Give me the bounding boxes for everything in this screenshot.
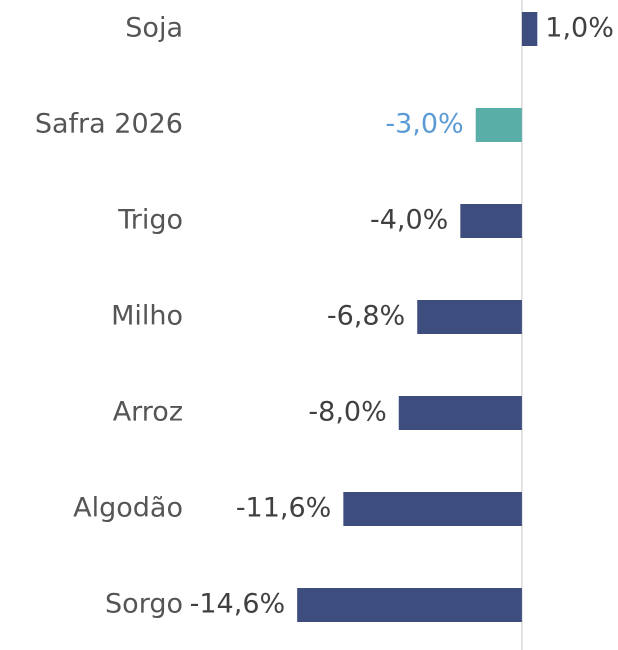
bar xyxy=(475,108,522,142)
category-label: Arroz xyxy=(113,397,183,428)
bar xyxy=(460,204,522,238)
bar xyxy=(417,300,522,334)
bar xyxy=(343,492,522,526)
bar xyxy=(521,12,538,46)
category-label: Algodão xyxy=(73,493,183,524)
value-label: -8,0% xyxy=(308,397,386,428)
value-label: -11,6% xyxy=(236,493,332,524)
value-label: 1,0% xyxy=(545,13,614,44)
category-label: Trigo xyxy=(117,205,183,236)
bar xyxy=(398,396,522,430)
category-label: Sorgo xyxy=(105,589,183,620)
category-label: Milho xyxy=(111,301,183,332)
category-label: Safra 2026 xyxy=(35,109,183,140)
value-label: -14,6% xyxy=(190,589,286,620)
value-label: -3,0% xyxy=(385,109,463,140)
value-label: -6,8% xyxy=(327,301,405,332)
value-label: -4,0% xyxy=(370,205,448,236)
category-label: Soja xyxy=(125,13,183,44)
bar xyxy=(297,588,522,622)
